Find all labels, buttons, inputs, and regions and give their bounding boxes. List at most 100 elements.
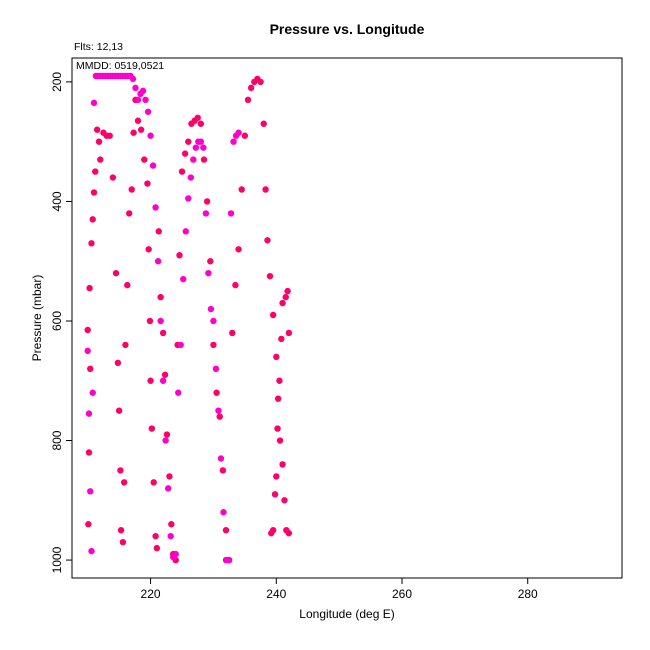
- data-point: [106, 132, 113, 139]
- x-axis: 220 240 260 280: [141, 578, 538, 601]
- data-point: [247, 84, 255, 92]
- data-point: [159, 377, 167, 384]
- data-point: [163, 431, 171, 438]
- x-tick-label: 260: [392, 587, 412, 601]
- y-tick-label: 800: [50, 430, 64, 450]
- y-axis: 200 400 600 800 1000: [50, 72, 72, 573]
- data-point: [129, 75, 137, 83]
- data-point: [89, 389, 96, 396]
- data-point: [203, 198, 211, 205]
- data-point: [257, 78, 264, 86]
- data-point: [90, 99, 98, 107]
- data-point: [274, 425, 281, 432]
- data-point: [244, 96, 252, 104]
- data-point: [178, 168, 186, 175]
- data-point: [276, 437, 284, 444]
- data-point: [278, 335, 285, 343]
- data-point: [157, 317, 164, 325]
- data-point: [172, 550, 179, 558]
- data-point: [152, 532, 159, 540]
- x-axis-label: Longitude (deg E): [299, 607, 394, 621]
- data-point: [142, 96, 149, 104]
- data-point: [112, 269, 120, 277]
- data-point: [197, 120, 205, 127]
- data-point: [200, 156, 208, 163]
- data-point: [279, 461, 286, 468]
- data-point: [114, 359, 122, 367]
- data-point: [222, 526, 230, 534]
- data-point: [205, 269, 212, 277]
- data-point: [161, 371, 169, 378]
- data-point: [130, 129, 137, 136]
- data-point: [269, 311, 277, 319]
- data-point: [117, 526, 125, 534]
- data-point: [235, 129, 242, 136]
- data-point: [167, 532, 174, 540]
- data-point: [134, 96, 142, 104]
- data-point: [87, 365, 94, 373]
- data-point: [281, 497, 288, 504]
- data-point: [162, 437, 169, 444]
- data-point: [200, 144, 207, 151]
- y-tick-label: 400: [50, 191, 64, 211]
- data-point: [141, 156, 148, 163]
- data-point: [262, 186, 269, 193]
- data-point: [122, 341, 129, 349]
- data-point: [126, 210, 133, 217]
- data-point: [88, 547, 95, 555]
- data-point: [185, 138, 192, 145]
- data-point: [213, 389, 220, 396]
- data-point: [157, 293, 164, 301]
- data-point: [134, 117, 142, 124]
- data-point: [194, 114, 201, 121]
- data-point: [128, 186, 135, 193]
- data-point: [147, 132, 154, 139]
- data-point: [271, 491, 279, 498]
- data-point: [155, 228, 162, 235]
- y-tick-label: 200: [50, 72, 64, 92]
- data-point: [227, 210, 235, 217]
- data-point: [207, 258, 214, 265]
- data-point: [168, 521, 175, 528]
- data-point: [182, 228, 189, 235]
- data-point: [95, 138, 103, 145]
- data-point: [232, 281, 239, 289]
- data-point: [85, 449, 93, 456]
- data-point: [216, 413, 223, 420]
- data-point: [273, 353, 280, 361]
- data-point: [154, 258, 162, 265]
- data-point: [176, 252, 183, 259]
- data-point: [212, 365, 220, 373]
- data-point: [285, 529, 293, 537]
- data-point: [153, 544, 161, 552]
- data-point: [268, 529, 275, 537]
- date-annotation: MMDD: 0519,0521: [76, 60, 164, 72]
- y-tick-label: 1000: [50, 546, 64, 573]
- data-point: [97, 156, 104, 163]
- data-point: [144, 108, 152, 115]
- data-point: [149, 162, 157, 169]
- data-point: [197, 138, 205, 145]
- data-point: [139, 87, 147, 95]
- data-point: [285, 329, 293, 337]
- data-point: [219, 467, 227, 474]
- data-point: [235, 246, 242, 253]
- data-point: [180, 275, 187, 283]
- data-point: [185, 195, 192, 202]
- data-point: [282, 293, 289, 301]
- data-point: [192, 144, 200, 151]
- data-point: [284, 287, 291, 295]
- data-point: [164, 485, 172, 492]
- data-points: [84, 72, 293, 564]
- data-point: [145, 246, 152, 253]
- data-point: [181, 150, 189, 157]
- data-point: [150, 479, 157, 486]
- data-point: [90, 189, 98, 196]
- data-point: [85, 410, 93, 417]
- data-point: [88, 240, 95, 247]
- data-point: [148, 425, 156, 432]
- data-point: [147, 377, 154, 384]
- data-point: [85, 521, 92, 528]
- x-tick-label: 220: [141, 587, 161, 601]
